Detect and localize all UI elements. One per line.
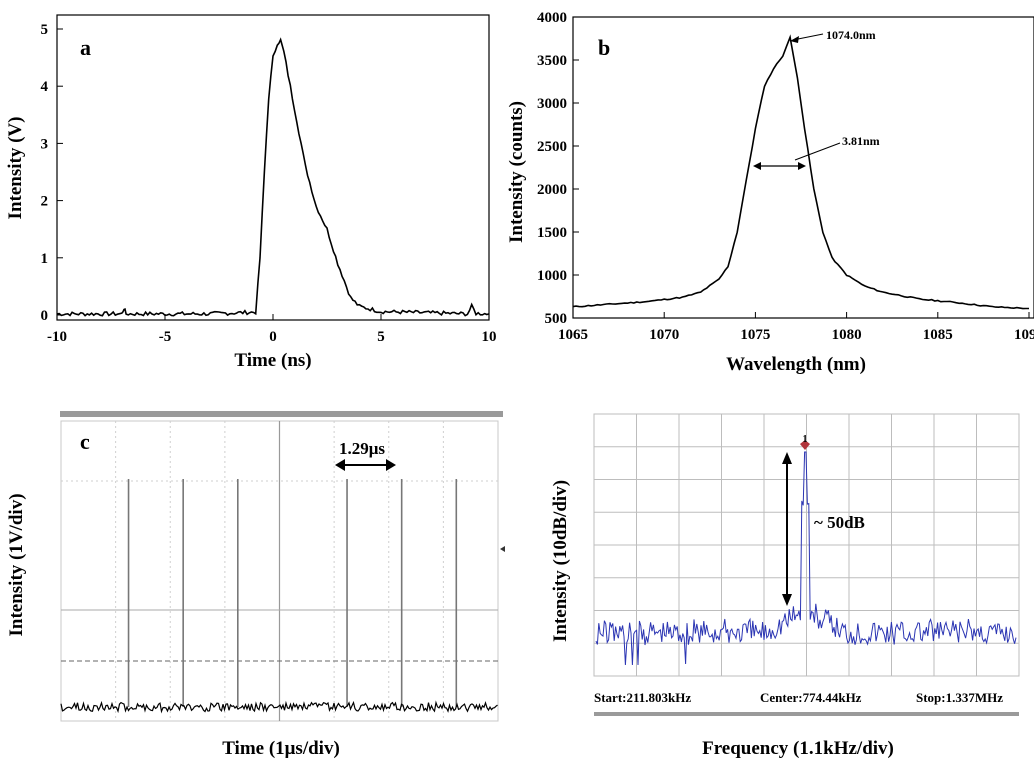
chart-b: 1065 1070 1075 1080 1085 1090 500 1000 1500 2000…: [506, 10, 1034, 375]
chart-b-x-tick-label: 1070: [649, 327, 679, 343]
chart-b-y-tick-label: 1500: [537, 225, 567, 241]
chart-b-y-tick-label: 4000: [537, 10, 567, 26]
chart-c-panel-label: c: [80, 429, 90, 454]
period-annotation: 1.29μs: [339, 439, 385, 458]
chart-b-x-tick-label: 1075: [740, 327, 770, 343]
period-arrowhead-left: [335, 459, 345, 471]
chart-a-y-tick-label: 1: [41, 251, 49, 267]
chart-b-x-tick-label: 1065: [558, 327, 588, 343]
chart-b-y-tick-label: 3500: [537, 53, 567, 69]
chart-b-trace: [572, 34, 1029, 310]
chart-c-x-axis-label: Time (1μs/div): [222, 738, 340, 759]
chart-b-x-tick-label: 1080: [832, 327, 862, 343]
peak-marker-label: 1: [803, 434, 808, 445]
dynamic-range-annotation: ~ 50dB: [814, 513, 865, 532]
chart-a-y-tick-label: 4: [41, 79, 49, 95]
chart-b-x-axis-label: Wavelength (nm): [726, 354, 866, 375]
chart-c: c 1.29μs Time (1μs/div) Intensity (1V/di…: [6, 411, 505, 759]
chart-d-grid: [594, 414, 1019, 676]
chart-b-y-tick-label: 1000: [537, 268, 567, 284]
chart-a-trace: [56, 37, 490, 317]
chart-b-y-tick-label: 2500: [537, 139, 567, 155]
span-stop: Stop:1.337MHz: [916, 690, 1003, 705]
chart-b-x-tick-label: 1090: [1014, 327, 1034, 343]
dynamic-range-arrowhead-bottom: [782, 594, 792, 606]
dynamic-range-arrowhead-top: [782, 452, 792, 464]
chart-c-grid: [61, 421, 498, 721]
span-center: Center:774.44kHz: [760, 690, 862, 705]
chart-a-y-tick-labels: 0 1 2 3 4 5: [41, 22, 49, 324]
chart-a: -10 -5 0 5 10 0 1 2 3 4 5 a Time (ns) Intensity (…: [5, 14, 497, 371]
peak-arrowhead: [790, 36, 799, 43]
chart-a-y-tick-label: 3: [41, 136, 49, 152]
chart-a-x-tick-label: -5: [159, 329, 172, 345]
chart-d-y-axis-label: Intensity (10dB/div): [550, 480, 571, 642]
fwhm-arrowhead-right: [798, 162, 806, 170]
chart-a-x-tick-label: 5: [377, 329, 385, 345]
chart-d-x-axis-label: Frequency (1.1kHz/div): [702, 738, 894, 759]
chart-b-panel-label: b: [598, 35, 610, 60]
chart-a-ticks: [56, 28, 490, 320]
chart-a-x-tick-label: 0: [269, 329, 277, 345]
span-start: Start:211.803kHz: [594, 690, 691, 705]
chart-c-trigger-marker: [500, 546, 505, 552]
chart-a-panel-label: a: [80, 35, 91, 60]
chart-a-x-tick-labels: -10 -5 0 5 10: [47, 329, 497, 345]
chart-a-x-tick-label: 10: [482, 329, 497, 345]
chart-a-x-tick-label: -10: [47, 329, 67, 345]
chart-c-top-bar: [60, 411, 503, 417]
chart-a-y-tick-label: 0: [41, 308, 49, 324]
chart-b-y-tick-labels: 500 1000 1500 2000 2500 3000 3500 4000: [537, 10, 567, 327]
chart-a-y-axis-label: Intensity (V): [5, 117, 26, 220]
chart-c-pulses: [127, 479, 458, 707]
chart-c-y-axis-label: Intensity (1V/div): [6, 493, 27, 636]
chart-b-y-tick-label: 500: [545, 311, 568, 327]
peak-annotation: 1074.0nm: [826, 28, 876, 42]
chart-b-y-tick-label: 3000: [537, 96, 567, 112]
chart-a-y-tick-label: 2: [41, 194, 49, 210]
chart-d: 1 ~ 50dB Start:211.803kHz Center:774.44k…: [550, 413, 1020, 759]
chart-b-y-axis-label: Intensity (counts): [506, 101, 527, 243]
chart-b-frame: [572, 16, 1034, 319]
fwhm-annotation: 3.81nm: [842, 134, 880, 148]
peak-marker: [800, 440, 810, 450]
fwhm-arrowhead-left: [753, 162, 761, 170]
period-arrowhead-right: [386, 459, 396, 471]
chart-b-x-tick-labels: 1065 1070 1075 1080 1085 1090: [558, 327, 1034, 343]
chart-a-y-tick-label: 5: [41, 22, 49, 38]
fwhm-pointer: [794, 142, 841, 161]
chart-b-ticks: [572, 16, 1030, 319]
chart-b-y-tick-label: 2000: [537, 182, 567, 198]
chart-a-x-axis-label: Time (ns): [234, 350, 311, 371]
chart-d-spectrum-trace: [595, 451, 1017, 666]
chart-d-bottom-bar: [594, 712, 1019, 716]
chart-c-baseline-noise: [60, 700, 498, 714]
chart-b-x-tick-label: 1085: [923, 327, 953, 343]
